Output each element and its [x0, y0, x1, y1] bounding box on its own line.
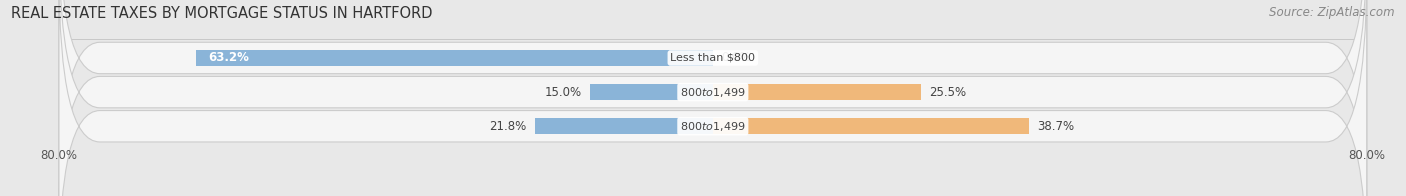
FancyBboxPatch shape	[59, 0, 1367, 196]
Text: 38.7%: 38.7%	[1038, 120, 1074, 133]
Text: Source: ZipAtlas.com: Source: ZipAtlas.com	[1270, 6, 1395, 19]
Text: 15.0%: 15.0%	[546, 86, 582, 99]
FancyBboxPatch shape	[59, 0, 1367, 196]
Text: 25.5%: 25.5%	[929, 86, 966, 99]
Text: 63.2%: 63.2%	[208, 52, 249, 64]
Text: Less than $800: Less than $800	[671, 53, 755, 63]
Bar	[534, 118, 713, 134]
Bar	[713, 118, 1029, 134]
FancyBboxPatch shape	[59, 0, 1367, 196]
Bar	[591, 84, 713, 100]
Text: 0.0%: 0.0%	[721, 52, 751, 64]
Bar	[197, 50, 713, 66]
Text: $800 to $1,499: $800 to $1,499	[681, 86, 745, 99]
Text: REAL ESTATE TAXES BY MORTGAGE STATUS IN HARTFORD: REAL ESTATE TAXES BY MORTGAGE STATUS IN …	[11, 6, 433, 21]
Text: $800 to $1,499: $800 to $1,499	[681, 120, 745, 133]
Text: 21.8%: 21.8%	[489, 120, 526, 133]
Bar	[713, 84, 921, 100]
